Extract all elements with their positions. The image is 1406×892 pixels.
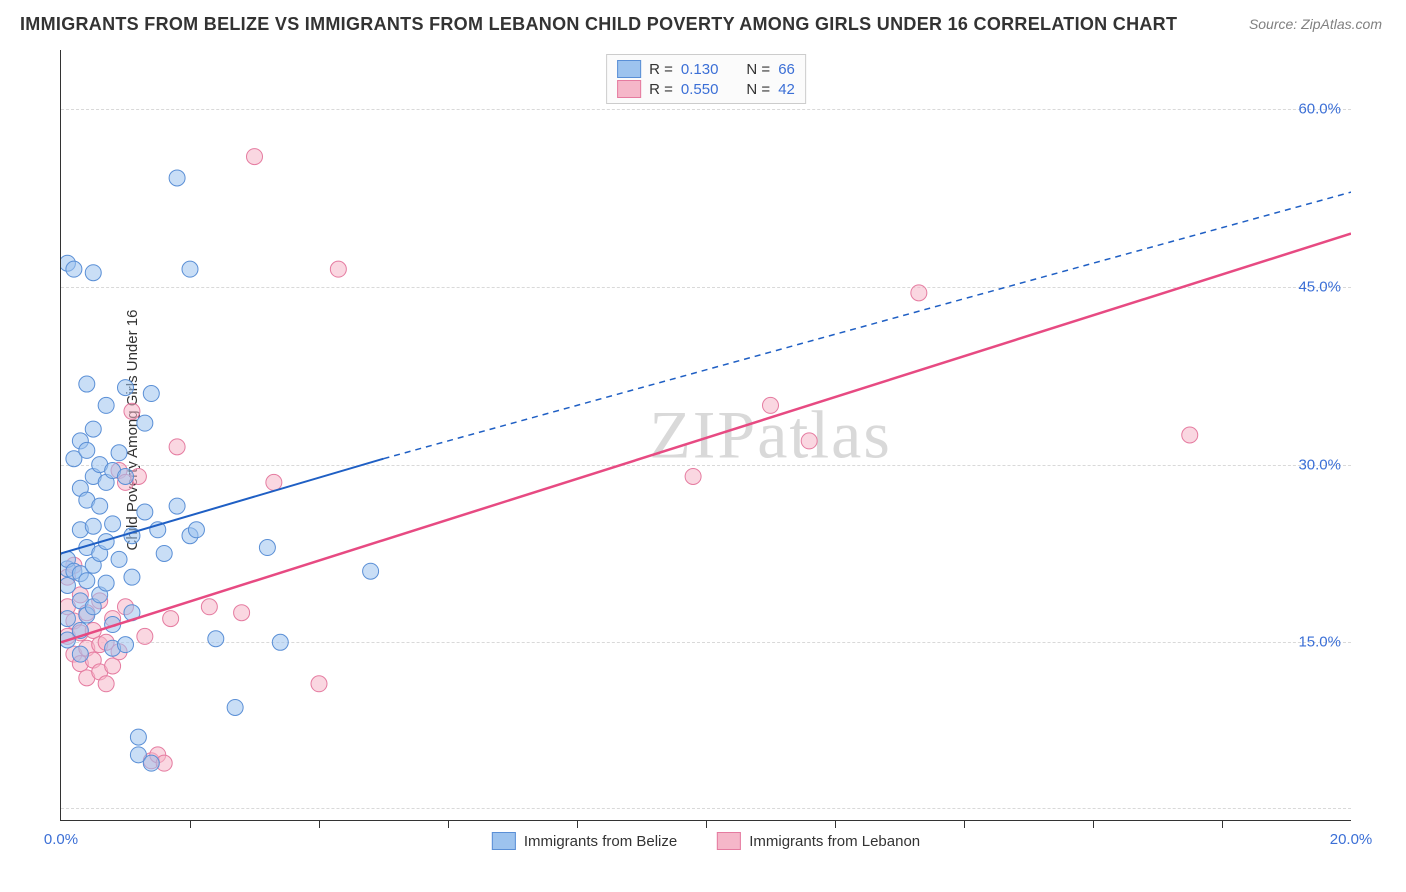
data-point [118,637,134,653]
data-point [330,261,346,277]
swatch-belize [492,832,516,850]
data-point [266,474,282,490]
data-point [85,518,101,534]
data-point [105,658,121,674]
x-tick-minor [448,820,449,828]
data-point [685,468,701,484]
x-tick-minor [835,820,836,828]
data-point [124,403,140,419]
data-point [72,646,88,662]
data-point [124,569,140,585]
r-label: R = [649,81,673,98]
data-point [85,421,101,437]
trend-line [61,234,1351,643]
data-point [137,504,153,520]
data-point [98,575,114,591]
data-point [169,498,185,514]
x-tick-minor [964,820,965,828]
data-point [137,628,153,644]
data-point [118,468,134,484]
data-point [169,170,185,186]
legend-stats-row-belize: R = 0.130 N = 66 [617,59,795,79]
legend-label-belize: Immigrants from Belize [524,833,677,850]
data-point [79,376,95,392]
n-label: N = [746,61,770,78]
data-point [61,611,75,627]
n-value-belize: 66 [778,61,795,78]
data-point [182,261,198,277]
data-point [130,729,146,745]
data-point [247,149,263,165]
data-point [363,563,379,579]
data-point [311,676,327,692]
data-point [92,498,108,514]
swatch-lebanon [617,80,641,98]
chart-title: IMMIGRANTS FROM BELIZE VS IMMIGRANTS FRO… [20,14,1177,35]
legend-stats: R = 0.130 N = 66 R = 0.550 N = 42 [606,54,806,104]
source-credit: Source: ZipAtlas.com [1249,16,1382,32]
data-point [118,380,134,396]
r-label: R = [649,61,673,78]
legend-item-lebanon: Immigrants from Lebanon [717,832,920,850]
plot-area: ZIPatlas R = 0.130 N = 66 R = 0.550 N = … [60,50,1351,821]
swatch-belize [617,60,641,78]
data-point [156,545,172,561]
data-point [188,522,204,538]
x-tick-minor [577,820,578,828]
x-tick-minor [1093,820,1094,828]
data-point [61,577,75,593]
legend-label-lebanon: Immigrants from Lebanon [749,833,920,850]
scatter-svg [61,50,1351,820]
x-tick-minor [319,820,320,828]
r-value-lebanon: 0.550 [681,81,719,98]
x-tick-label: 20.0% [1330,831,1373,848]
data-point [79,573,95,589]
data-point [98,676,114,692]
n-value-lebanon: 42 [778,81,795,98]
x-tick-label: 0.0% [44,831,78,848]
data-point [98,397,114,413]
data-point [201,599,217,615]
r-value-belize: 0.130 [681,61,719,78]
data-point [111,445,127,461]
data-point [85,265,101,281]
legend-item-belize: Immigrants from Belize [492,832,677,850]
data-point [259,540,275,556]
data-point [208,631,224,647]
data-point [763,397,779,413]
legend-stats-row-lebanon: R = 0.550 N = 42 [617,79,795,99]
trend-line [384,192,1352,459]
x-tick-minor [1222,820,1223,828]
legend-series: Immigrants from Belize Immigrants from L… [492,832,920,850]
data-point [111,551,127,567]
data-point [1182,427,1198,443]
data-point [143,755,159,771]
data-point [801,433,817,449]
data-point [911,285,927,301]
n-label: N = [746,81,770,98]
swatch-lebanon [717,832,741,850]
data-point [79,442,95,458]
data-point [137,415,153,431]
data-point [105,516,121,532]
data-point [169,439,185,455]
data-point [143,386,159,402]
x-tick-minor [190,820,191,828]
data-point [272,634,288,650]
data-point [66,261,82,277]
x-tick-minor [706,820,707,828]
data-point [227,699,243,715]
data-point [234,605,250,621]
data-point [163,611,179,627]
